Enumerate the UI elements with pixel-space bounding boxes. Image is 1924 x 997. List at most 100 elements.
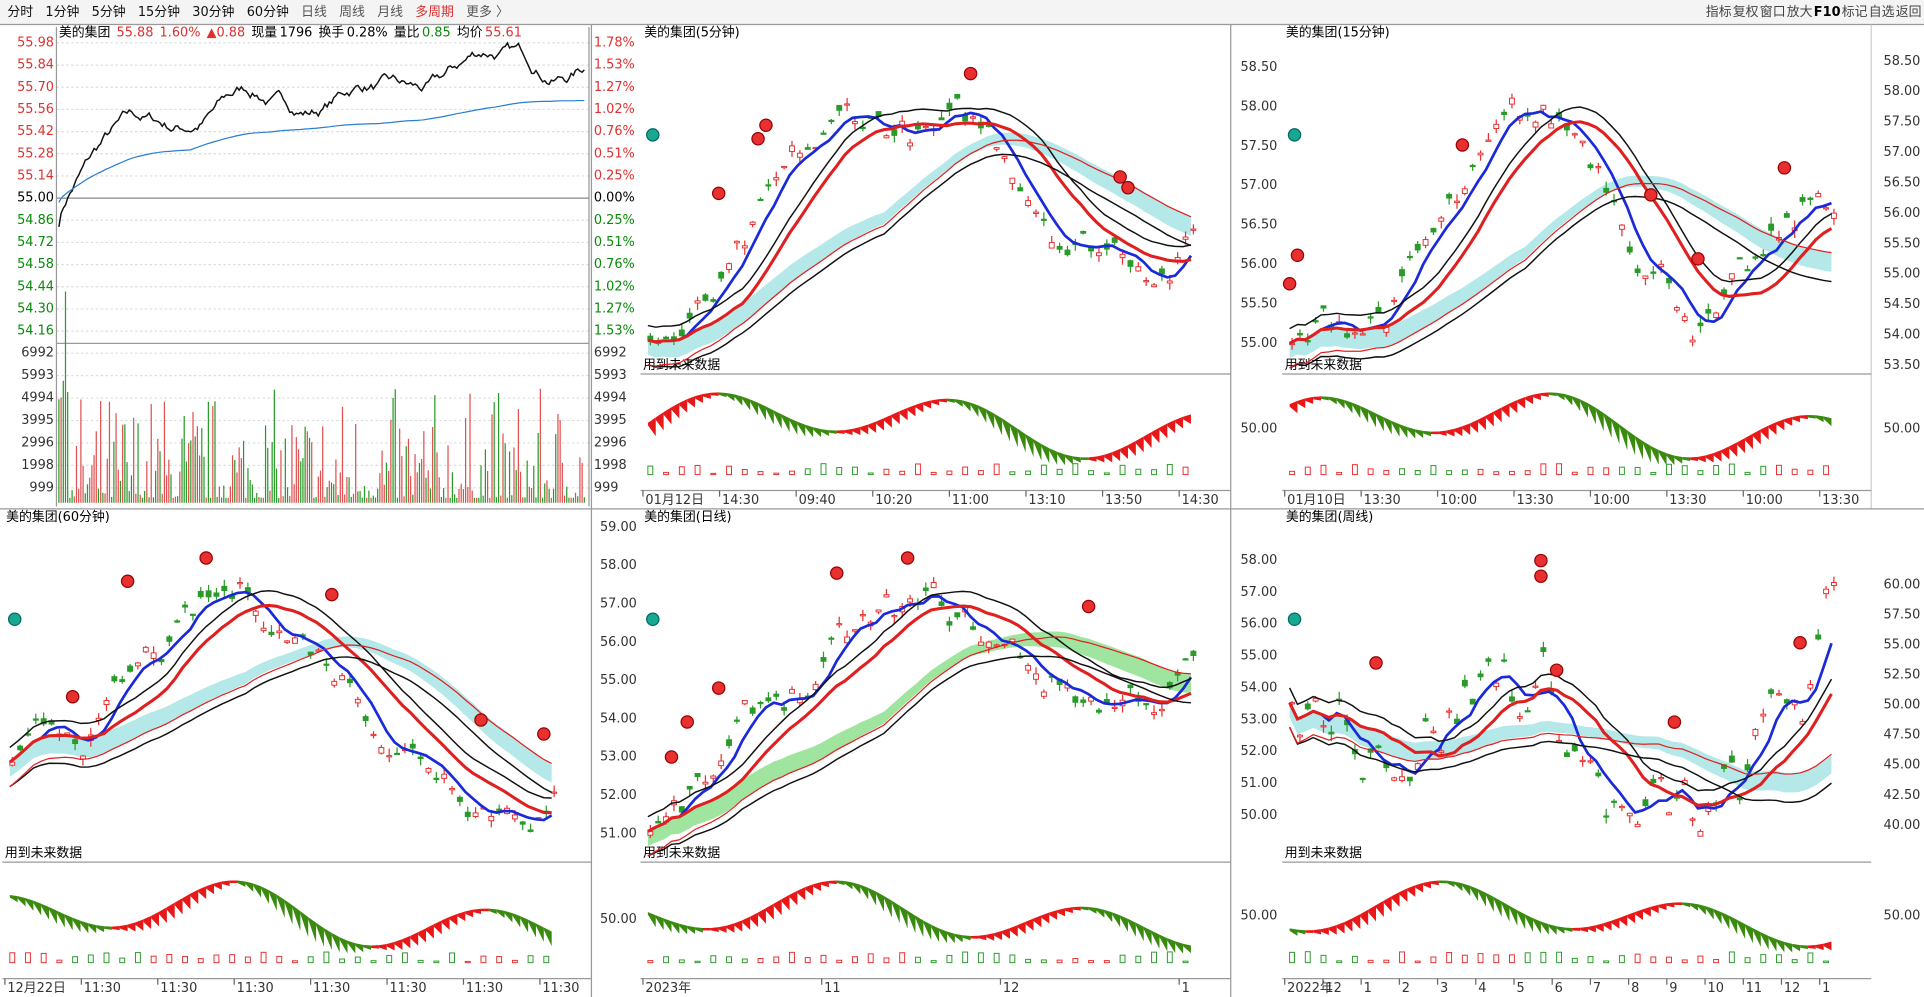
candle-body xyxy=(1477,152,1484,156)
indicator-wave xyxy=(1682,902,1691,908)
percent-tick-label: 0.25% xyxy=(594,168,635,183)
tool-button[interactable]: 返回 xyxy=(1896,5,1922,20)
indicator-bar xyxy=(1681,465,1688,476)
candle-body xyxy=(1736,257,1743,260)
indicator-wave xyxy=(687,396,696,408)
price-tick-label: 60.00 xyxy=(1884,577,1921,592)
panel-title[interactable]: 美的集团(周线) xyxy=(1286,509,1373,525)
tool-button[interactable]: 放大 xyxy=(1787,5,1813,20)
indicator-bar xyxy=(464,960,471,964)
date-label: 2023年 xyxy=(645,981,691,996)
candle-body xyxy=(1190,228,1197,231)
period-tab[interactable]: 15分钟 xyxy=(138,4,180,20)
price-tick-label: 53.50 xyxy=(1884,358,1921,373)
indicator-wave xyxy=(1328,925,1337,935)
candle-body xyxy=(741,699,748,705)
candle-body xyxy=(1469,164,1476,168)
price-tick-label: 53.00 xyxy=(600,750,637,765)
signal-icon xyxy=(120,574,135,588)
indicator-wave xyxy=(1690,902,1698,911)
price-tick-label: 56.00 xyxy=(1240,257,1277,272)
candle-body xyxy=(1375,745,1382,748)
indicator-wave xyxy=(1313,929,1322,935)
candle-body xyxy=(1158,708,1165,712)
period-tab[interactable]: 周线 xyxy=(339,5,365,20)
panel-title[interactable]: 美的集团(日线) xyxy=(644,509,731,525)
candle-body xyxy=(1048,241,1055,249)
panel-title[interactable]: 美的集团(5分钟) xyxy=(644,25,740,41)
candle-body xyxy=(1446,193,1453,199)
indicator-wave xyxy=(1572,927,1581,931)
indicator-wave xyxy=(378,943,387,951)
signal-icon xyxy=(1287,128,1302,142)
candle-body xyxy=(237,582,243,585)
candle-body xyxy=(142,646,149,653)
date-label: 11:00 xyxy=(952,493,989,508)
period-tab[interactable]: 月线 xyxy=(377,5,403,20)
indicator-wave xyxy=(805,884,814,896)
quote-field: 换手 xyxy=(319,26,345,41)
period-tab[interactable]: 日线 xyxy=(301,5,327,20)
indicator-wave xyxy=(1745,924,1753,944)
candle-body xyxy=(519,821,526,825)
candle-body xyxy=(907,598,914,603)
candle-body xyxy=(449,787,455,791)
candle-body xyxy=(1096,709,1102,713)
quote-field: ▲0.88 xyxy=(207,26,246,41)
tool-button[interactable]: F10 xyxy=(1814,5,1841,20)
indicator-wave xyxy=(1493,407,1502,423)
signal-icon xyxy=(1081,599,1096,614)
indicator-wave xyxy=(1344,400,1353,414)
tool-button[interactable]: 复权 xyxy=(1733,4,1759,20)
tool-button[interactable]: 自选 xyxy=(1869,5,1895,20)
indicator-wave xyxy=(1643,441,1651,463)
candle-body xyxy=(1666,812,1672,816)
indicator-wave xyxy=(1002,928,1010,939)
candle-body xyxy=(1681,316,1688,322)
period-tab[interactable]: 60分钟 xyxy=(247,4,289,20)
candle-body xyxy=(1571,133,1578,136)
price-tick-label: 54.00 xyxy=(1884,328,1921,343)
candle-body xyxy=(472,812,479,818)
indicator-wave xyxy=(418,928,427,943)
candle-body xyxy=(1135,266,1142,272)
band-fill xyxy=(1289,175,1832,359)
candle-body xyxy=(417,756,424,760)
candle-body xyxy=(425,767,432,773)
indicator-bar xyxy=(1618,466,1625,476)
price-tick-label: 54.58 xyxy=(17,257,54,272)
period-tab[interactable]: 分时 xyxy=(7,5,33,20)
candle-body xyxy=(922,587,929,592)
indicator-bar xyxy=(946,954,953,964)
candle-body xyxy=(1143,703,1150,706)
indicator-bar xyxy=(757,471,764,476)
tool-button[interactable]: 指标 xyxy=(1706,5,1732,20)
indicator-bar xyxy=(1040,959,1047,964)
period-tab[interactable]: 更多 〉 xyxy=(466,5,509,20)
panel-title[interactable]: 美的集团(60分钟) xyxy=(6,509,110,525)
indicator-bar xyxy=(1634,466,1641,476)
price-tick-label: 45.00 xyxy=(1884,758,1921,773)
period-tab[interactable]: 1分钟 xyxy=(45,4,79,20)
indicator-wave xyxy=(1167,419,1176,434)
candle-body xyxy=(733,719,740,722)
indicator-wave xyxy=(1517,396,1526,409)
period-tab[interactable]: 5分钟 xyxy=(92,4,126,20)
period-tab[interactable]: 30分钟 xyxy=(192,4,234,20)
candle-body xyxy=(820,657,827,662)
period-tab[interactable]: 多周期 xyxy=(415,5,454,20)
indicator-bar xyxy=(1320,464,1327,476)
indicator-bar xyxy=(1304,466,1311,476)
indicator-bar xyxy=(150,955,157,964)
tool-button[interactable]: 标记 xyxy=(1842,5,1868,20)
price-tick-label: 56.00 xyxy=(1240,617,1277,632)
indicator-wave xyxy=(481,908,489,912)
candle-body xyxy=(1650,778,1657,784)
tool-button[interactable]: 窗口 xyxy=(1760,4,1786,20)
indicator-wave xyxy=(734,920,743,932)
candle-body xyxy=(1103,699,1110,703)
panel-title[interactable]: 美的集团(15分钟) xyxy=(1286,25,1390,41)
ma-line xyxy=(1289,726,1832,775)
indicator-wave xyxy=(883,895,892,918)
date-label: 13:10 xyxy=(1028,493,1065,508)
